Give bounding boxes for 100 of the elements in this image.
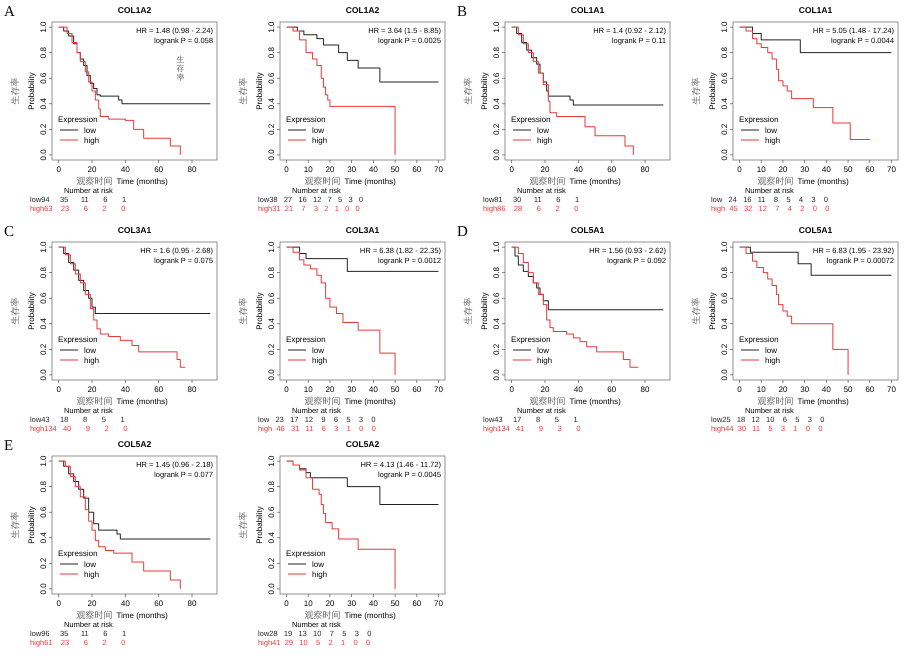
x-axis-title: Time (months) — [344, 611, 396, 620]
legend-label: low — [84, 126, 96, 135]
legend-label: high — [312, 356, 328, 365]
legend-title: Expression — [511, 335, 551, 344]
x-tick-label: 0 — [509, 385, 514, 394]
text: 观察时间 — [76, 176, 112, 186]
y-tick-label: 0.4 — [267, 318, 276, 330]
x-tick-label: 80 — [640, 165, 650, 174]
y-tick-label: 0.0 — [267, 148, 276, 160]
x-axis-title: Time (months) — [798, 177, 850, 186]
x-tick-label: 20 — [325, 599, 335, 608]
text: 生存率 — [691, 298, 701, 324]
text: 生存率 — [691, 78, 701, 104]
y-axis-title: Probability — [480, 292, 489, 330]
text: A — [4, 4, 15, 20]
x-tick-label: 70 — [434, 385, 444, 394]
x-tick-label: 70 — [434, 599, 444, 608]
x-tick-label: 40 — [574, 165, 584, 174]
x-tick-label: 40 — [368, 385, 378, 394]
x-axis-title: Time (months) — [798, 397, 850, 406]
y-tick-label: 0.8 — [720, 46, 729, 58]
x-tick-label: 0 — [737, 165, 742, 174]
legend-label: low — [765, 346, 778, 355]
y-tick-label: 0.4 — [492, 318, 501, 330]
y-tick-label: 0.6 — [492, 292, 501, 304]
y-tick-label: 0.4 — [39, 318, 48, 330]
y-tick-label: 0.0 — [492, 148, 501, 160]
legend-label: low — [312, 560, 324, 569]
text: 观察时间 — [76, 396, 112, 406]
text: D — [457, 224, 468, 240]
legend-title: Expression — [511, 115, 551, 124]
text: B — [457, 4, 468, 20]
x-tick-label: 0 — [56, 599, 62, 608]
y-tick-label: 0.4 — [720, 318, 729, 330]
legend-label: low — [537, 126, 550, 135]
y-tick-label: 0.2 — [267, 343, 276, 355]
y-tick-label: 0.2 — [39, 123, 48, 135]
legend-label: high — [765, 356, 780, 365]
x-tick-label: 80 — [640, 385, 650, 394]
x-axis-title: Time (months) — [116, 397, 168, 406]
x-tick-label: 50 — [390, 385, 400, 394]
x-tick-label: 60 — [412, 599, 422, 608]
x-tick-label: 20 — [88, 165, 97, 174]
y-tick-label: 0.6 — [39, 72, 48, 84]
x-axis-title: Time (months) — [344, 177, 396, 186]
y-axis-title: Probability — [27, 72, 36, 110]
y-tick-label: 0.2 — [267, 123, 276, 135]
y-tick-label: 1.0 — [267, 455, 276, 467]
y-tick-label: 0.6 — [39, 292, 48, 304]
y-tick-label: 0.2 — [492, 123, 501, 135]
text: C — [4, 224, 14, 240]
x-tick-label: 60 — [865, 165, 875, 174]
legend-label: high — [84, 136, 100, 145]
y-axis-title: Probability — [480, 72, 489, 110]
legend-label: low — [84, 560, 96, 569]
legend-title: Expression — [286, 115, 326, 124]
x-tick-label: 80 — [188, 165, 197, 174]
y-tick-label: 0.2 — [267, 557, 276, 569]
x-axis-title: Time (months) — [116, 611, 168, 620]
y-tick-label: 0.0 — [39, 368, 48, 380]
y-tick-label: 0.0 — [39, 582, 48, 594]
legend-title: Expression — [286, 549, 326, 558]
chart-title: COL5A1 — [798, 225, 833, 235]
x-tick-label: 40 — [822, 385, 832, 394]
text: 观察时间 — [758, 176, 794, 186]
y-axis-title: Probability — [708, 72, 717, 110]
x-axis-title: Time (months) — [570, 177, 622, 186]
x-tick-label: 60 — [154, 599, 164, 608]
annotation: 生存率 — [176, 55, 185, 82]
x-tick-label: 30 — [347, 385, 357, 394]
y-tick-label: 0.4 — [267, 532, 276, 544]
chart-title: COL5A2 — [346, 439, 380, 449]
y-axis-title: Probability — [255, 72, 264, 110]
y-tick-label: 0.8 — [39, 480, 48, 492]
x-tick-label: 0 — [284, 385, 290, 394]
y-tick-label: 0.6 — [720, 72, 729, 84]
y-tick-label: 1.0 — [39, 241, 48, 253]
x-tick-label: 0 — [737, 385, 742, 394]
legend-label: high — [312, 570, 328, 579]
y-tick-label: 0.8 — [492, 46, 501, 58]
legend-title: Expression — [58, 335, 98, 344]
x-tick-label: 50 — [844, 385, 854, 394]
x-tick-label: 30 — [347, 599, 357, 608]
x-tick-label: 20 — [88, 599, 97, 608]
text: 生存率 — [10, 512, 20, 538]
x-tick-label: 60 — [865, 385, 875, 394]
legend-label: low — [312, 346, 324, 355]
y-tick-label: 0.4 — [720, 98, 729, 110]
y-tick-label: 0.4 — [267, 98, 276, 110]
text: 观察时间 — [758, 396, 794, 406]
legend-title: Expression — [739, 335, 779, 344]
text: 观察时间 — [530, 176, 566, 186]
x-tick-label: 20 — [540, 165, 550, 174]
x-tick-label: 10 — [304, 385, 314, 394]
legend-label: high — [312, 136, 328, 145]
text: 观察时间 — [76, 610, 112, 620]
legend-label: high — [765, 136, 780, 145]
text: 生存率 — [238, 512, 248, 538]
legend-label: low — [312, 126, 324, 135]
chart-title: COL1A2 — [346, 5, 380, 15]
